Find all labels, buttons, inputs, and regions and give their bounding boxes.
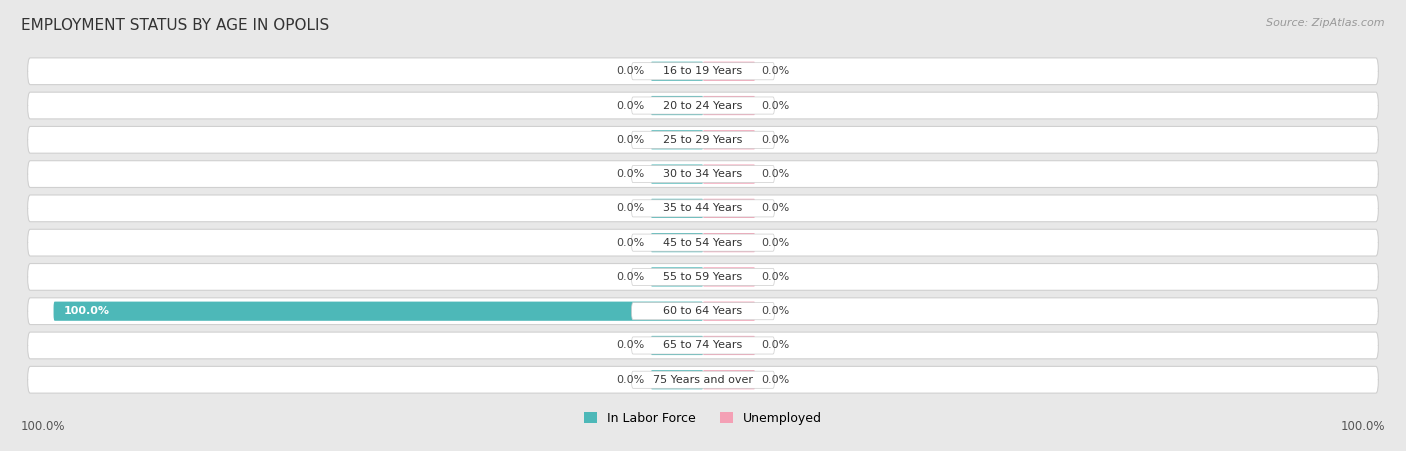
Text: 30 to 34 Years: 30 to 34 Years — [664, 169, 742, 179]
Text: 0.0%: 0.0% — [762, 66, 790, 76]
Text: 20 to 24 Years: 20 to 24 Years — [664, 101, 742, 110]
FancyBboxPatch shape — [651, 130, 703, 149]
FancyBboxPatch shape — [703, 267, 755, 286]
Text: 0.0%: 0.0% — [616, 203, 644, 213]
FancyBboxPatch shape — [703, 199, 755, 218]
FancyBboxPatch shape — [28, 126, 1378, 153]
FancyBboxPatch shape — [28, 58, 1378, 85]
FancyBboxPatch shape — [28, 92, 1378, 119]
Text: 0.0%: 0.0% — [762, 169, 790, 179]
Text: 100.0%: 100.0% — [1340, 420, 1385, 433]
Text: 0.0%: 0.0% — [762, 101, 790, 110]
Text: 35 to 44 Years: 35 to 44 Years — [664, 203, 742, 213]
FancyBboxPatch shape — [651, 199, 703, 218]
FancyBboxPatch shape — [651, 165, 703, 184]
FancyBboxPatch shape — [631, 303, 775, 320]
FancyBboxPatch shape — [631, 63, 775, 80]
Text: 0.0%: 0.0% — [762, 375, 790, 385]
FancyBboxPatch shape — [651, 336, 703, 355]
Text: 0.0%: 0.0% — [616, 101, 644, 110]
FancyBboxPatch shape — [703, 233, 755, 252]
FancyBboxPatch shape — [631, 234, 775, 251]
Text: 65 to 74 Years: 65 to 74 Years — [664, 341, 742, 350]
Text: 0.0%: 0.0% — [616, 169, 644, 179]
Text: 0.0%: 0.0% — [616, 272, 644, 282]
FancyBboxPatch shape — [28, 195, 1378, 222]
FancyBboxPatch shape — [631, 268, 775, 285]
FancyBboxPatch shape — [651, 233, 703, 252]
FancyBboxPatch shape — [631, 200, 775, 217]
Text: 16 to 19 Years: 16 to 19 Years — [664, 66, 742, 76]
FancyBboxPatch shape — [28, 263, 1378, 290]
Text: EMPLOYMENT STATUS BY AGE IN OPOLIS: EMPLOYMENT STATUS BY AGE IN OPOLIS — [21, 18, 329, 33]
FancyBboxPatch shape — [28, 161, 1378, 188]
Text: 0.0%: 0.0% — [762, 238, 790, 248]
FancyBboxPatch shape — [651, 62, 703, 81]
Text: 0.0%: 0.0% — [762, 341, 790, 350]
FancyBboxPatch shape — [703, 336, 755, 355]
FancyBboxPatch shape — [703, 370, 755, 389]
Text: 75 Years and over: 75 Years and over — [652, 375, 754, 385]
Text: 45 to 54 Years: 45 to 54 Years — [664, 238, 742, 248]
FancyBboxPatch shape — [703, 302, 755, 321]
FancyBboxPatch shape — [703, 96, 755, 115]
Text: 25 to 29 Years: 25 to 29 Years — [664, 135, 742, 145]
Text: 0.0%: 0.0% — [762, 272, 790, 282]
Text: 100.0%: 100.0% — [63, 306, 110, 316]
Text: 0.0%: 0.0% — [616, 66, 644, 76]
FancyBboxPatch shape — [703, 130, 755, 149]
FancyBboxPatch shape — [703, 165, 755, 184]
FancyBboxPatch shape — [28, 366, 1378, 393]
FancyBboxPatch shape — [651, 370, 703, 389]
Text: 100.0%: 100.0% — [21, 420, 66, 433]
Text: 0.0%: 0.0% — [616, 341, 644, 350]
FancyBboxPatch shape — [28, 298, 1378, 325]
FancyBboxPatch shape — [631, 131, 775, 148]
FancyBboxPatch shape — [28, 229, 1378, 256]
Text: 0.0%: 0.0% — [762, 135, 790, 145]
FancyBboxPatch shape — [53, 302, 703, 321]
FancyBboxPatch shape — [703, 62, 755, 81]
FancyBboxPatch shape — [651, 267, 703, 286]
Text: Source: ZipAtlas.com: Source: ZipAtlas.com — [1267, 18, 1385, 28]
FancyBboxPatch shape — [631, 97, 775, 114]
FancyBboxPatch shape — [28, 332, 1378, 359]
Text: 0.0%: 0.0% — [762, 306, 790, 316]
Text: 0.0%: 0.0% — [616, 238, 644, 248]
Text: 0.0%: 0.0% — [762, 203, 790, 213]
Legend: In Labor Force, Unemployed: In Labor Force, Unemployed — [583, 412, 823, 425]
FancyBboxPatch shape — [651, 96, 703, 115]
FancyBboxPatch shape — [631, 166, 775, 183]
Text: 55 to 59 Years: 55 to 59 Years — [664, 272, 742, 282]
Text: 0.0%: 0.0% — [616, 135, 644, 145]
Text: 0.0%: 0.0% — [616, 375, 644, 385]
FancyBboxPatch shape — [631, 371, 775, 388]
FancyBboxPatch shape — [631, 337, 775, 354]
Text: 60 to 64 Years: 60 to 64 Years — [664, 306, 742, 316]
